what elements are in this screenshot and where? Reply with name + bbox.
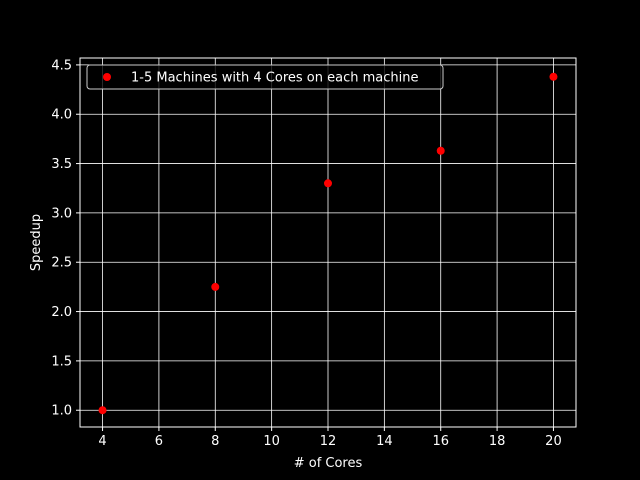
y-tick-label: 2.0 bbox=[51, 305, 72, 320]
x-tick-label: 20 bbox=[545, 434, 562, 449]
legend: 1-5 Machines with 4 Cores on each machin… bbox=[86, 64, 444, 90]
y-tick-label: 4.0 bbox=[51, 108, 72, 123]
x-tick-label: 18 bbox=[489, 434, 506, 449]
y-tick-label: 3.0 bbox=[51, 206, 72, 221]
data-point bbox=[549, 72, 558, 81]
x-tick-label: 6 bbox=[155, 434, 163, 449]
x-tick-label: 14 bbox=[376, 434, 393, 449]
x-axis-label: # of Cores bbox=[294, 456, 363, 471]
legend-box bbox=[86, 64, 444, 90]
data-point bbox=[98, 406, 107, 415]
x-tick-label: 8 bbox=[211, 434, 219, 449]
x-tick-label: 4 bbox=[98, 434, 106, 449]
y-axis-label: Speedup bbox=[29, 214, 44, 271]
y-tick-label: 1.5 bbox=[51, 354, 72, 369]
y-tick-label: 2.5 bbox=[51, 256, 72, 271]
plot-area-frame bbox=[79, 57, 577, 428]
y-tick-label: 4.5 bbox=[51, 58, 72, 73]
x-tick-label: 10 bbox=[263, 434, 280, 449]
data-point bbox=[324, 179, 332, 188]
y-tick-label: 1.0 bbox=[51, 404, 72, 419]
data-points bbox=[98, 72, 558, 415]
legend-entry-label: 1-5 Machines with 4 Cores on each machin… bbox=[131, 71, 418, 86]
y-tick-label: 3.5 bbox=[51, 157, 72, 172]
legend-marker bbox=[103, 73, 111, 81]
axis-ticks: 4 6 8 10 12 14 16 18 20 1.0 1.5 2.0 2.5 3.0 3.5 4.0 4.5 bbox=[51, 58, 561, 449]
data-point bbox=[211, 282, 220, 291]
x-tick-label: 12 bbox=[320, 434, 337, 449]
data-point bbox=[436, 146, 445, 155]
grid-lines bbox=[80, 58, 576, 427]
x-tick-label: 16 bbox=[432, 434, 449, 449]
